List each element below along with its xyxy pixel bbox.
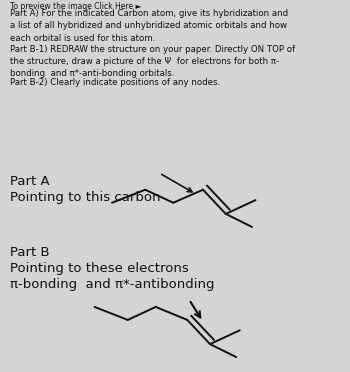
Text: Part A) For the indicated Carbon atom, give its hybridization and
a list of all : Part A) For the indicated Carbon atom, g… xyxy=(10,9,289,43)
Text: Part B-1) REDRAW the structure on your paper. Directly ON TOP of
the structure, : Part B-1) REDRAW the structure on your p… xyxy=(10,45,296,78)
Text: To preview the image Click Here ►: To preview the image Click Here ► xyxy=(10,2,142,11)
Text: Part B
Pointing to these electrons
π-bonding  and π*-antibonding: Part B Pointing to these electrons π-bon… xyxy=(10,246,215,291)
Text: Part B-2) Clearly indicate positions of any nodes.: Part B-2) Clearly indicate positions of … xyxy=(10,78,220,87)
Text: Part A
Pointing to this carbon: Part A Pointing to this carbon xyxy=(10,175,161,204)
